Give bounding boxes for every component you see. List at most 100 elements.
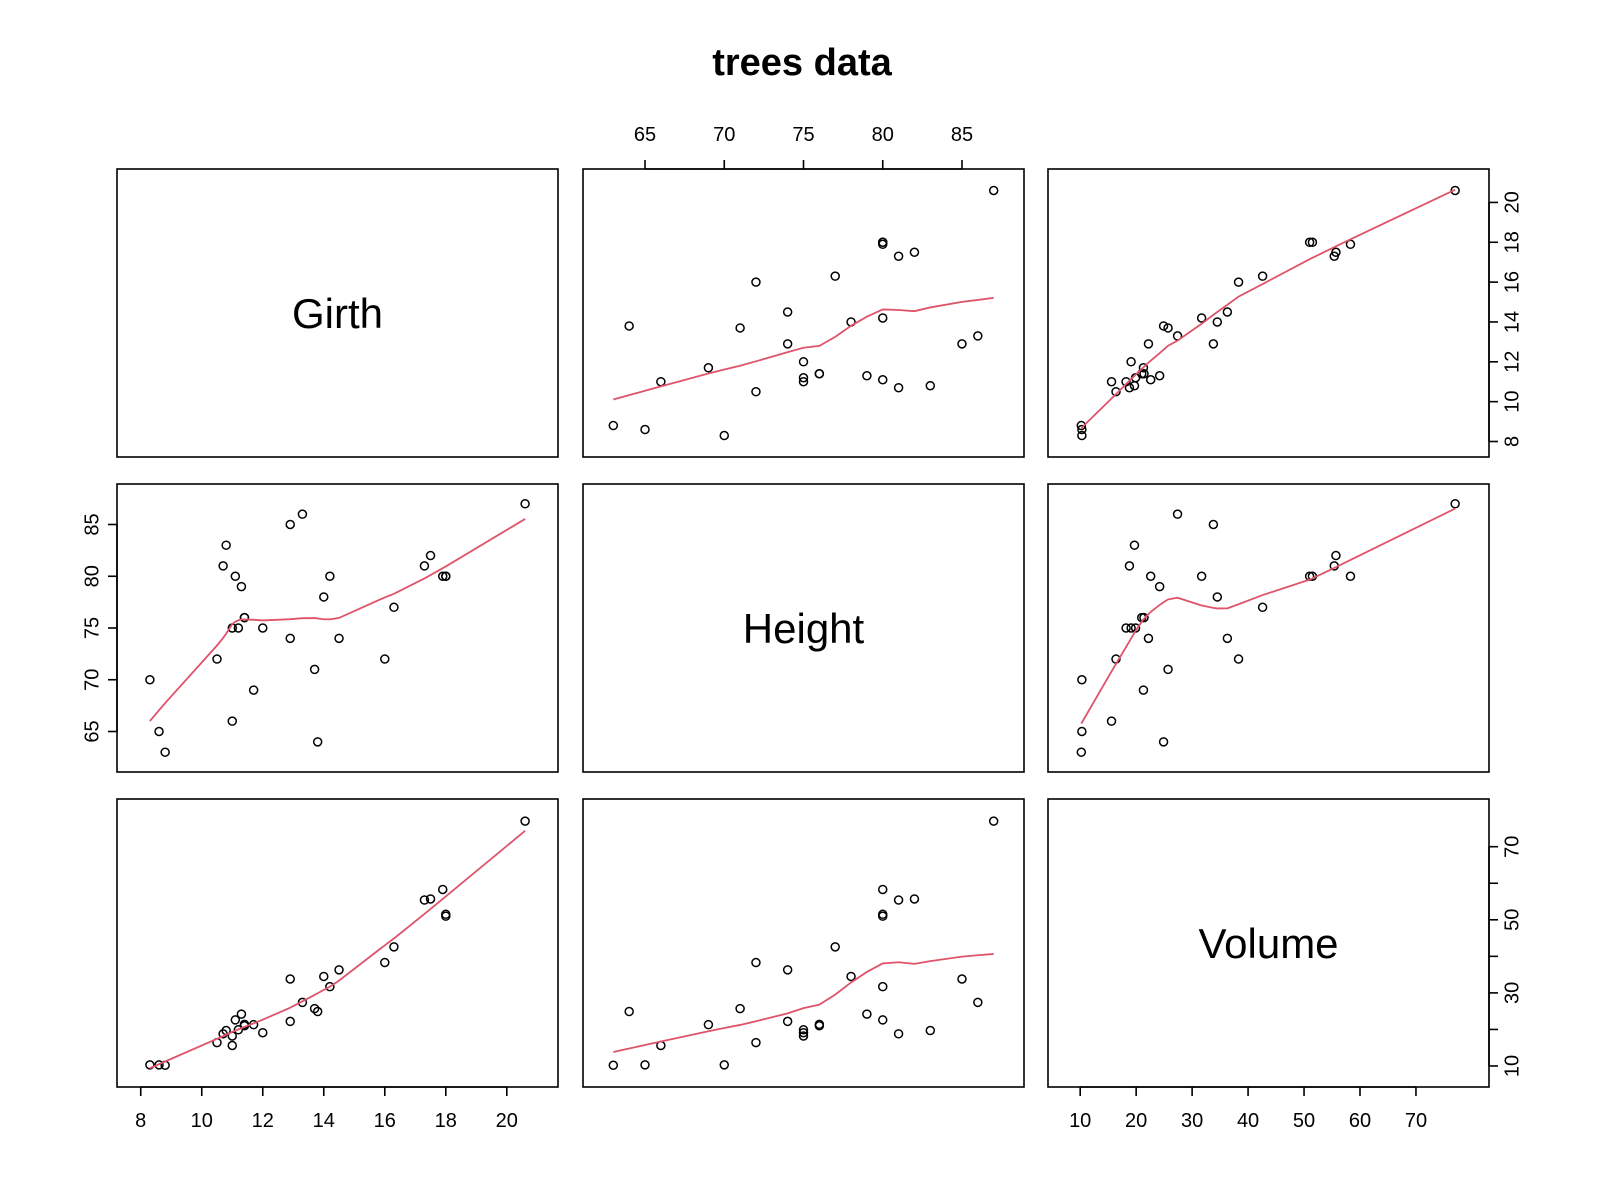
data-point [973, 997, 983, 1008]
data-point [319, 971, 329, 982]
data-point [212, 654, 222, 664]
lowess-smoother-line [149, 518, 526, 722]
data-point [988, 816, 999, 826]
data-point [1154, 581, 1165, 592]
data-point [751, 386, 761, 397]
tick-label: 18 [435, 1110, 457, 1132]
data-point [719, 1060, 730, 1070]
data-point [1145, 571, 1156, 581]
panel-frame [116, 798, 559, 1088]
data-point [1222, 307, 1233, 317]
data-point [877, 313, 888, 323]
data-point [751, 277, 761, 287]
data-point [236, 1009, 247, 1019]
data-point [1196, 313, 1207, 323]
data-point [1233, 654, 1244, 664]
panel-2-1 [582, 798, 1025, 1088]
tick-label: 10 [1069, 1110, 1091, 1132]
left-axis-height: 65 70 75 80 85 [81, 513, 118, 743]
lowess-smoother-line [149, 830, 526, 1070]
data-point [380, 957, 390, 968]
data-point [312, 1006, 323, 1017]
data-point [227, 716, 238, 726]
data-point [160, 747, 170, 757]
data-point [1212, 317, 1223, 327]
lowess-smoother-line [613, 953, 994, 1053]
data-point [230, 1015, 241, 1025]
data-point [893, 382, 904, 393]
data-point [814, 1019, 825, 1030]
tick-label: 8 [135, 1110, 146, 1132]
data-point [1345, 571, 1356, 581]
data-point [380, 654, 390, 664]
panel-0-0: Girth [116, 168, 559, 458]
data-point [520, 816, 530, 826]
data-point [877, 884, 888, 895]
data-point [1145, 374, 1156, 385]
data-point [1139, 369, 1149, 379]
tick-label: 70 [713, 124, 735, 146]
data-point [925, 380, 936, 391]
data-point [1212, 592, 1223, 602]
tick-label: 50 [1293, 1110, 1315, 1132]
data-point [1307, 237, 1318, 248]
data-point [425, 894, 436, 904]
data-point [877, 374, 888, 385]
data-point [233, 623, 244, 633]
data-point [830, 942, 840, 952]
data-point [814, 369, 825, 379]
data-point [1208, 339, 1219, 349]
data-point [441, 911, 451, 921]
data-point [1163, 323, 1173, 333]
variable-label-girth: Girth [292, 290, 383, 337]
data-point [236, 581, 247, 592]
tick-label: 70 [1501, 836, 1523, 858]
data-point [325, 571, 335, 581]
data-point [782, 965, 793, 975]
tick-label: 16 [1501, 271, 1523, 293]
data-point [862, 1009, 872, 1019]
data-point [145, 675, 155, 685]
tick-label: 85 [81, 513, 103, 535]
data-point [735, 323, 745, 333]
lowess-smoother-line [613, 296, 994, 401]
data-point [419, 895, 430, 905]
data-point [1129, 540, 1140, 550]
data-point [957, 339, 967, 349]
data-point [309, 1003, 320, 1014]
data-point [319, 592, 329, 602]
data-point [703, 363, 714, 373]
variable-label-height: Height [743, 605, 865, 652]
data-point [1106, 376, 1117, 387]
tick-label: 8 [1501, 436, 1523, 447]
tick-label: 14 [313, 1110, 335, 1132]
tick-label: 10 [191, 1110, 213, 1132]
data-point [285, 974, 295, 984]
data-point [1077, 430, 1087, 441]
tick-label: 30 [1181, 1110, 1203, 1132]
data-point [154, 726, 164, 737]
data-point [285, 633, 295, 644]
panel-frame [1047, 483, 1490, 773]
data-point [1143, 633, 1154, 644]
data-point [656, 376, 666, 387]
data-point [1222, 633, 1233, 644]
data-point [1121, 623, 1131, 633]
tick-label: 65 [634, 124, 656, 146]
data-point [830, 271, 840, 281]
data-point [425, 550, 436, 561]
data-point [1076, 747, 1087, 757]
data-point [973, 331, 983, 341]
data-point [258, 623, 268, 633]
data-point [624, 1006, 634, 1017]
panel-frame [582, 168, 1025, 458]
chart-title: trees data [712, 42, 892, 84]
lowess-smoother-line [1080, 188, 1456, 429]
data-point [1077, 424, 1087, 435]
data-point [846, 971, 856, 982]
data-point [154, 1060, 164, 1070]
data-point [441, 571, 451, 581]
data-point [1143, 339, 1154, 349]
tick-label: 50 [1501, 909, 1523, 931]
data-point [782, 1016, 793, 1027]
